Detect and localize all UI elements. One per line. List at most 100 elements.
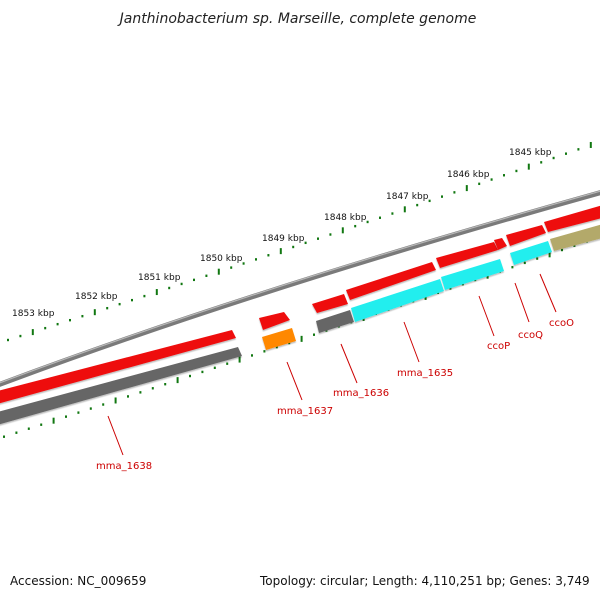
map-title: Janthinobacterium sp. Marseille, complet… [117, 11, 477, 27]
tick-label-1847: 1847 kbp [386, 192, 429, 202]
scale-major-tick-lower [300, 335, 303, 342]
scale-dot [292, 245, 295, 249]
gene-ccoO-cds[interactable] [506, 225, 546, 246]
scale-major-tick-lower [52, 417, 55, 424]
label-leaders [107, 273, 557, 456]
gene-ccoP-cyan[interactable] [441, 259, 504, 290]
scale-dot-lower [275, 345, 278, 349]
scale-major-tick [341, 227, 344, 234]
gene-next-cds[interactable] [544, 203, 600, 232]
scale-dot-lower [15, 431, 18, 434]
leader-ccoO [539, 273, 557, 313]
scale-dot-lower [263, 350, 266, 353]
scale-major-tick-lower [176, 377, 179, 384]
scale-dot [44, 326, 47, 330]
scale-dot [131, 298, 133, 302]
scale-dot-lower [65, 415, 67, 418]
gene-labels: mma_1638 mma_1637 mma_1636 mma_1635 ccoP… [96, 318, 574, 472]
scale-dot [106, 306, 109, 310]
scale-dot [329, 233, 332, 236]
scale-major-tick [31, 329, 34, 336]
scale-dot [56, 322, 59, 326]
scale-major-tick-lower [238, 356, 241, 363]
scale-major-tick-lower [114, 397, 117, 404]
scale-dot-lower [561, 248, 563, 252]
scale-dot [230, 266, 233, 269]
scale-major-tick-lower [548, 251, 551, 258]
scale-dot-lower [139, 391, 142, 394]
scale-dot-lower [3, 435, 5, 438]
backbone-outer-highlight [0, 190, 600, 384]
leader-ccoQ [514, 282, 530, 323]
gene-label-mma_1638[interactable]: mma_1638 [96, 461, 152, 472]
scale-major-tick [589, 141, 592, 148]
scale-dot-lower [523, 261, 526, 265]
feature-track [0, 203, 600, 427]
tick-label-1846: 1846 kbp [447, 170, 490, 180]
tick-label-1853: 1853 kbp [12, 309, 55, 319]
scale-dot [515, 169, 518, 173]
scale-dot [503, 174, 505, 177]
gene-label-ccoP[interactable]: ccoP [487, 341, 510, 352]
scale-dot-lower [102, 403, 105, 406]
footer-accession: Accession: NC_009659 [10, 574, 146, 588]
tick-label-1849: 1849 kbp [262, 234, 305, 244]
scale-major-tick [403, 206, 406, 213]
scale-dot [552, 156, 555, 160]
gene-label-ccoQ[interactable]: ccoQ [518, 330, 543, 341]
footer-summary: Topology: circular; Length: 4,110,251 bp… [259, 574, 590, 588]
scale-dot-lower [40, 423, 43, 426]
leader-mma_1638 [107, 415, 124, 456]
scale-dot [180, 282, 183, 286]
gene-label-mma_1636[interactable]: mma_1636 [333, 388, 389, 399]
scale-dot [118, 302, 121, 306]
scale-dot-lower [189, 374, 191, 378]
gene-mma_1636-rna[interactable] [316, 310, 354, 333]
scale-dot-lower [536, 257, 539, 260]
scale-dot-lower [77, 411, 80, 414]
scale-dot [478, 182, 481, 186]
gene-mma_1635-cds[interactable] [346, 262, 436, 300]
scale-dot [205, 274, 208, 277]
gene-mma_1637-orange[interactable] [262, 328, 296, 350]
scale-dot [565, 152, 567, 155]
gene-ccoO-cyan[interactable] [510, 241, 552, 265]
scale-dot-lower [449, 287, 452, 290]
scale-dot [304, 241, 307, 245]
gene-mma_1636-cds[interactable] [312, 294, 348, 313]
scale-dot-lower [27, 427, 30, 430]
backbone-outer [0, 190, 600, 387]
gene-mma_1637-cds[interactable] [259, 312, 290, 330]
gene-mma_1635-cyan[interactable] [351, 279, 444, 322]
gene-label-ccoO[interactable]: ccoO [549, 318, 574, 329]
scale-dot-lower [127, 395, 129, 398]
gene-mma_1638-cds[interactable] [0, 330, 236, 406]
scale-dot [193, 278, 195, 282]
tick-label-1845: 1845 kbp [509, 148, 552, 158]
gene-ccoQ-cds[interactable] [494, 238, 507, 250]
scale-dot [317, 237, 319, 240]
gene-mma_1638-rna[interactable] [0, 347, 242, 427]
scale-dot [69, 318, 71, 322]
leader-mma_1637 [286, 361, 303, 401]
scale-major-tick [93, 309, 96, 316]
scale-dot-lower [251, 354, 253, 357]
scale-dot [168, 286, 171, 290]
scale-dot-lower [573, 244, 576, 247]
leader-mma_1636 [340, 343, 358, 384]
scale-dot [577, 148, 580, 151]
scale-dot-lower [201, 370, 204, 374]
gene-next-olive[interactable] [550, 222, 600, 251]
scale-dot [428, 199, 431, 203]
gene-ccoP-cds[interactable] [436, 242, 498, 268]
scale-dot [354, 224, 357, 228]
scale-dot [379, 216, 381, 219]
gene-label-mma_1635[interactable]: mma_1635 [397, 368, 453, 379]
scale-dot [255, 258, 257, 261]
scale-dot-lower [313, 333, 315, 336]
scale-dot [540, 161, 543, 164]
scale-dot [391, 212, 394, 215]
gene-label-mma_1637[interactable]: mma_1637 [277, 406, 333, 417]
